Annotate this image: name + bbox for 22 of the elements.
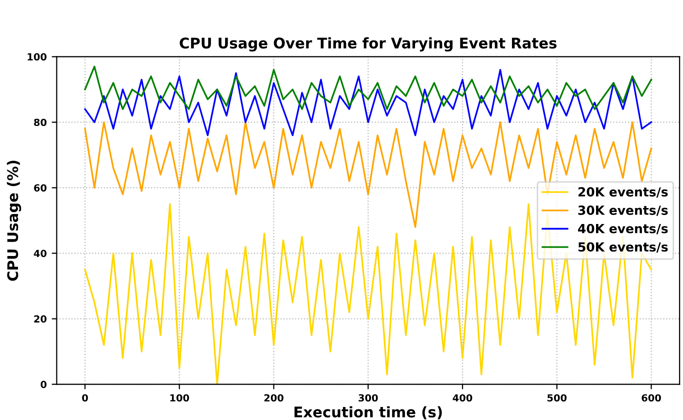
y-tick-label: 40	[34, 250, 46, 258]
y-tick-label: 0	[40, 380, 46, 388]
y-tick-label: 80	[34, 118, 46, 126]
legend-label: 20K events/s	[578, 187, 668, 198]
x-tick-label: 0	[82, 394, 88, 402]
line-series	[84, 68, 652, 136]
line-series	[84, 66, 652, 110]
y-axis-title: CPU Usage (%)	[6, 160, 22, 281]
x-tick-label: 300	[358, 394, 378, 402]
y-tick-label: 60	[34, 184, 46, 192]
x-axis-title: Execution time (s)	[294, 406, 442, 420]
chart-title: CPU Usage Over Time for Varying Event Rates	[180, 37, 557, 52]
x-tick-label: 100	[170, 394, 190, 402]
x-tick-label: 400	[452, 394, 472, 402]
legend-label: 30K events/s	[578, 206, 668, 216]
x-tick-label: 500	[547, 394, 567, 402]
x-tick-label: 600	[642, 394, 661, 402]
y-tick-label: 100	[28, 53, 46, 61]
legend-label: 40K events/s	[578, 224, 668, 234]
y-tick-label: 20	[34, 315, 46, 323]
x-tick-label: 200	[264, 394, 284, 402]
legend-label: 50K events/s	[578, 242, 668, 253]
